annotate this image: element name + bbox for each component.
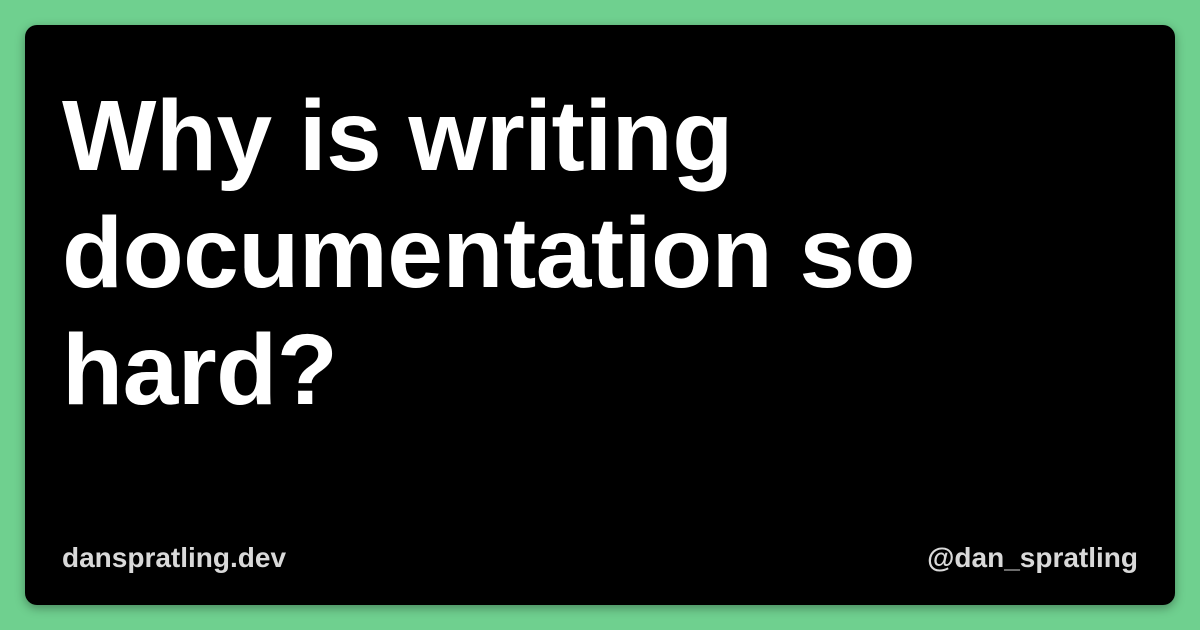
twitter-handle: @dan_spratling — [927, 542, 1138, 573]
site-domain: danspratling.dev — [62, 542, 287, 573]
card-title: Why is writing documentation so hard? — [62, 80, 916, 426]
card-footer: danspratling.dev @dan_spratling — [62, 541, 1138, 575]
social-card: Why is writing documentation so hard? da… — [25, 25, 1175, 605]
